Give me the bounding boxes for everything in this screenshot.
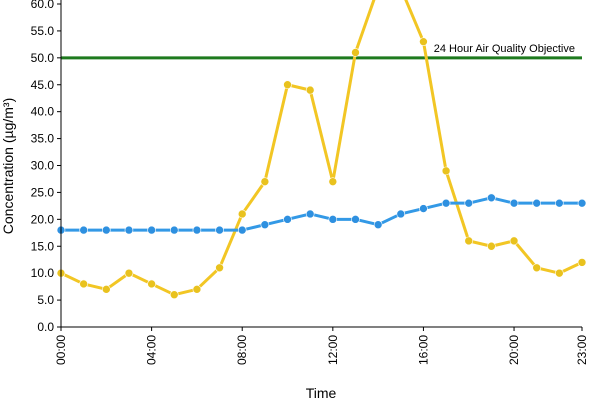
- data-point: [441, 198, 451, 208]
- y-tick-label: 35.0: [31, 132, 55, 146]
- data-point: [351, 215, 360, 224]
- series-1: [56, 193, 587, 235]
- y-tick-label: 60.0: [31, 0, 55, 11]
- data-point: [102, 225, 111, 235]
- x-tick-label: 16:00: [416, 335, 430, 365]
- data-point: [328, 177, 338, 186]
- data-point: [283, 215, 292, 224]
- data-point: [509, 198, 519, 208]
- data-point: [237, 209, 247, 219]
- data-point: [147, 279, 156, 289]
- series-line: [61, 196, 582, 232]
- data-point: [283, 80, 292, 90]
- data-point: [102, 285, 111, 294]
- data-point: [237, 225, 247, 235]
- data-point: [555, 198, 564, 208]
- data-series: [56, 0, 587, 300]
- data-point: [419, 37, 428, 46]
- data-point: [441, 166, 451, 176]
- data-point: [396, 209, 406, 219]
- data-point: [79, 279, 88, 289]
- axes: [60, 0, 582, 328]
- x-axis-ticks: 00:00 04:00 08:00 12:00 16:00 20:00 23:00: [54, 327, 589, 365]
- data-point: [555, 268, 564, 278]
- y-tick-label: 55.0: [31, 24, 55, 38]
- y-tick-label: 0.0: [37, 320, 54, 334]
- x-axis-title: Time: [306, 385, 337, 400]
- data-point: [532, 263, 541, 273]
- data-point: [577, 258, 587, 267]
- x-tick-label: 00:00: [54, 335, 68, 365]
- data-point: [577, 198, 587, 208]
- data-point: [464, 198, 474, 208]
- y-tick-label: 40.0: [31, 105, 55, 119]
- data-point: [192, 285, 202, 294]
- x-tick-label: 12:00: [326, 335, 340, 365]
- data-point: [487, 193, 496, 203]
- data-point: [147, 225, 156, 235]
- data-point: [169, 290, 179, 300]
- data-point: [305, 209, 315, 219]
- data-point: [215, 225, 224, 235]
- series-0: [56, 0, 587, 300]
- y-axis-title: Concentration (µg/m³): [0, 98, 16, 234]
- data-point: [328, 215, 338, 224]
- y-tick-label: 20.0: [31, 212, 55, 226]
- x-tick-label: 08:00: [235, 335, 249, 365]
- data-point: [124, 225, 134, 235]
- data-point: [509, 236, 519, 246]
- data-point: [351, 48, 360, 57]
- y-tick-label: 30.0: [31, 159, 55, 173]
- y-tick-label: 15.0: [31, 239, 55, 253]
- data-point: [419, 204, 428, 213]
- y-tick-label: 5.0: [37, 293, 54, 307]
- data-point: [169, 225, 179, 235]
- data-point: [260, 177, 270, 186]
- y-tick-label: 10.0: [31, 266, 55, 280]
- data-point: [215, 263, 224, 273]
- data-point: [532, 198, 541, 208]
- y-tick-label: 45.0: [31, 78, 55, 92]
- data-point: [305, 85, 315, 95]
- data-point: [373, 220, 383, 230]
- data-point: [464, 236, 474, 246]
- y-tick-label: 25.0: [31, 185, 55, 199]
- data-point: [124, 268, 134, 278]
- y-axis-ticks: 0.0 5.0 10.0 15.0 20.0 25.0 30.0 35.0 40.0 45.0 50…: [31, 0, 61, 334]
- y-tick-label: 50.0: [31, 51, 55, 65]
- data-point: [260, 220, 270, 230]
- x-tick-label: 20:00: [507, 335, 521, 365]
- data-point: [487, 241, 496, 251]
- x-tick-label: 23:00: [575, 335, 589, 365]
- x-tick-label: 04:00: [145, 335, 159, 365]
- data-point: [192, 225, 202, 235]
- air-quality-objective-label: 24 Hour Air Quality Objective: [434, 43, 575, 55]
- data-point: [79, 225, 88, 235]
